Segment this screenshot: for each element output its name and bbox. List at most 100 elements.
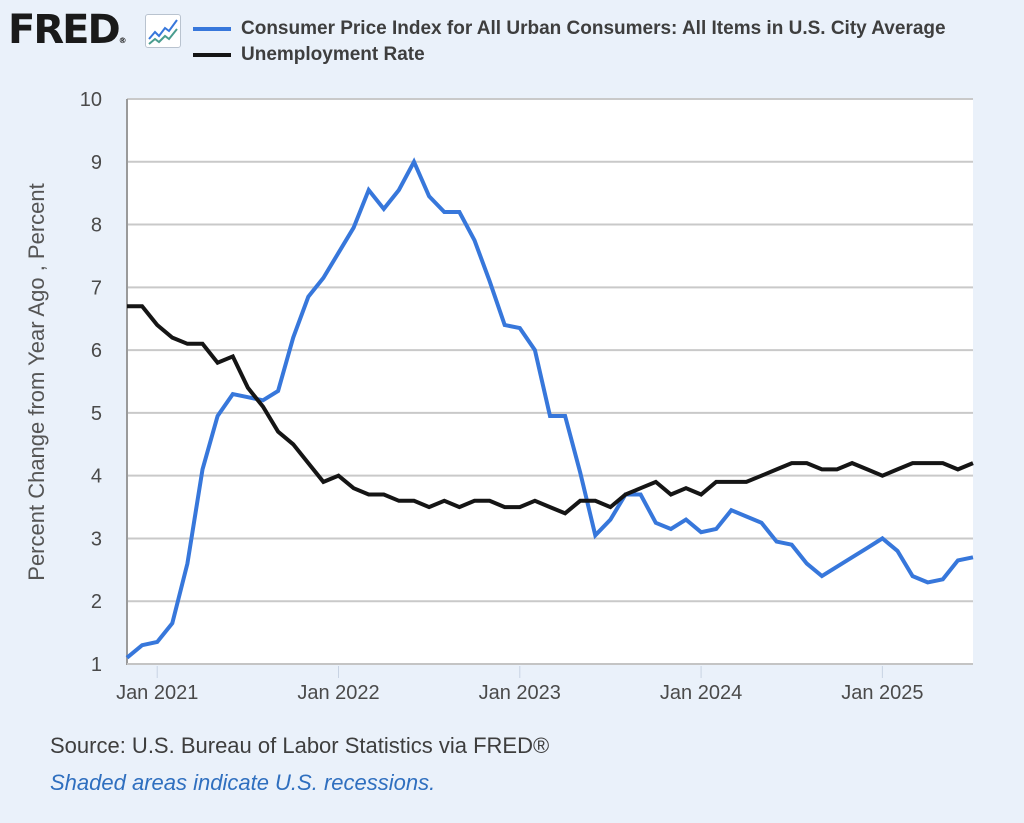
cpi-data-point[interactable] <box>155 640 159 644</box>
cpi-data-point[interactable] <box>442 210 446 214</box>
cpi-data-point[interactable] <box>276 389 280 393</box>
unemployment-data-point[interactable] <box>865 467 869 471</box>
unemployment-data-point[interactable] <box>850 461 854 465</box>
unemployment-data-point[interactable] <box>548 505 552 509</box>
cpi-data-point[interactable] <box>880 536 884 540</box>
unemployment-data-point[interactable] <box>790 461 794 465</box>
unemployment-data-point[interactable] <box>880 474 884 478</box>
unemployment-data-point[interactable] <box>382 493 386 497</box>
unemployment-data-point[interactable] <box>367 493 371 497</box>
cpi-data-point[interactable] <box>850 555 854 559</box>
cpi-data-point[interactable] <box>321 276 325 280</box>
cpi-data-point[interactable] <box>382 207 386 211</box>
cpi-data-point[interactable] <box>246 395 250 399</box>
cpi-data-point[interactable] <box>231 392 235 396</box>
unemployment-data-point[interactable] <box>321 480 325 484</box>
unemployment-data-point[interactable] <box>170 336 174 340</box>
legend-item-cpi[interactable]: Consumer Price Index for All Urban Consu… <box>193 16 1005 42</box>
unemployment-data-point[interactable] <box>684 486 688 490</box>
unemployment-data-point[interactable] <box>412 499 416 503</box>
unemployment-data-point[interactable] <box>714 480 718 484</box>
cpi-data-point[interactable] <box>367 188 371 192</box>
cpi-data-point[interactable] <box>352 226 356 230</box>
cpi-data-point[interactable] <box>729 508 733 512</box>
cpi-data-point[interactable] <box>926 580 930 584</box>
unemployment-data-point[interactable] <box>895 467 899 471</box>
cpi-data-point[interactable] <box>412 160 416 164</box>
legend-item-unemployment[interactable]: Unemployment Rate <box>193 42 1005 68</box>
cpi-data-point[interactable] <box>306 295 310 299</box>
cpi-data-point[interactable] <box>170 621 174 625</box>
cpi-data-point[interactable] <box>956 558 960 562</box>
unemployment-data-point[interactable] <box>911 461 915 465</box>
unemployment-data-point[interactable] <box>971 461 975 465</box>
cpi-data-point[interactable] <box>760 521 764 525</box>
cpi-data-point[interactable] <box>578 471 582 475</box>
unemployment-data-point[interactable] <box>805 461 809 465</box>
unemployment-data-point[interactable] <box>306 461 310 465</box>
unemployment-data-point[interactable] <box>639 486 643 490</box>
unemployment-series-line[interactable] <box>127 304 974 516</box>
unemployment-data-point[interactable] <box>352 486 356 490</box>
unemployment-data-point[interactable] <box>427 505 431 509</box>
cpi-data-point[interactable] <box>488 279 492 283</box>
cpi-data-point[interactable] <box>563 414 567 418</box>
cpi-data-point[interactable] <box>895 549 899 553</box>
unemployment-data-point[interactable] <box>729 480 733 484</box>
unemployment-data-point[interactable] <box>185 342 189 346</box>
cpi-data-point[interactable] <box>140 643 144 647</box>
cpi-data-point[interactable] <box>639 493 643 497</box>
cpi-data-point[interactable] <box>397 188 401 192</box>
unemployment-data-point[interactable] <box>578 499 582 503</box>
unemployment-data-point[interactable] <box>926 461 930 465</box>
cpi-data-point[interactable] <box>518 326 522 330</box>
unemployment-data-point[interactable] <box>669 493 673 497</box>
cpi-data-point[interactable] <box>457 210 461 214</box>
unemployment-data-point[interactable] <box>624 493 628 497</box>
cpi-data-point[interactable] <box>669 527 673 531</box>
unemployment-data-point[interactable] <box>155 323 159 327</box>
unemployment-data-point[interactable] <box>518 505 522 509</box>
cpi-data-point[interactable] <box>699 530 703 534</box>
unemployment-data-point[interactable] <box>457 505 461 509</box>
unemployment-data-point[interactable] <box>608 505 612 509</box>
cpi-data-point[interactable] <box>533 348 537 352</box>
unemployment-data-point[interactable] <box>201 342 205 346</box>
cpi-data-point[interactable] <box>291 336 295 340</box>
cpi-data-point[interactable] <box>790 543 794 547</box>
cpi-data-point[interactable] <box>941 577 945 581</box>
cpi-data-point[interactable] <box>654 521 658 525</box>
cpi-data-point[interactable] <box>775 540 779 544</box>
unemployment-data-point[interactable] <box>941 461 945 465</box>
unemployment-data-point[interactable] <box>442 499 446 503</box>
cpi-data-point[interactable] <box>865 546 869 550</box>
unemployment-data-point[interactable] <box>246 386 250 390</box>
cpi-data-point[interactable] <box>337 251 341 255</box>
cpi-data-point[interactable] <box>593 533 597 537</box>
unemployment-data-point[interactable] <box>291 442 295 446</box>
unemployment-data-point[interactable] <box>125 304 129 308</box>
unemployment-data-point[interactable] <box>835 467 839 471</box>
cpi-data-point[interactable] <box>216 414 220 418</box>
unemployment-data-point[interactable] <box>654 480 658 484</box>
unemployment-data-point[interactable] <box>488 499 492 503</box>
cpi-data-point[interactable] <box>185 562 189 566</box>
unemployment-data-point[interactable] <box>397 499 401 503</box>
cpi-data-point[interactable] <box>835 565 839 569</box>
cpi-data-point[interactable] <box>744 514 748 518</box>
cpi-data-point[interactable] <box>608 518 612 522</box>
unemployment-data-point[interactable] <box>140 304 144 308</box>
unemployment-data-point[interactable] <box>216 361 220 365</box>
cpi-data-point[interactable] <box>820 574 824 578</box>
unemployment-data-point[interactable] <box>563 511 567 515</box>
cpi-data-point[interactable] <box>714 527 718 531</box>
cpi-data-point[interactable] <box>684 518 688 522</box>
cpi-data-point[interactable] <box>911 574 915 578</box>
unemployment-data-point[interactable] <box>231 354 235 358</box>
unemployment-data-point[interactable] <box>276 430 280 434</box>
cpi-data-point[interactable] <box>125 656 129 660</box>
unemployment-data-point[interactable] <box>775 467 779 471</box>
unemployment-data-point[interactable] <box>820 467 824 471</box>
unemployment-data-point[interactable] <box>760 474 764 478</box>
unemployment-data-point[interactable] <box>503 505 507 509</box>
